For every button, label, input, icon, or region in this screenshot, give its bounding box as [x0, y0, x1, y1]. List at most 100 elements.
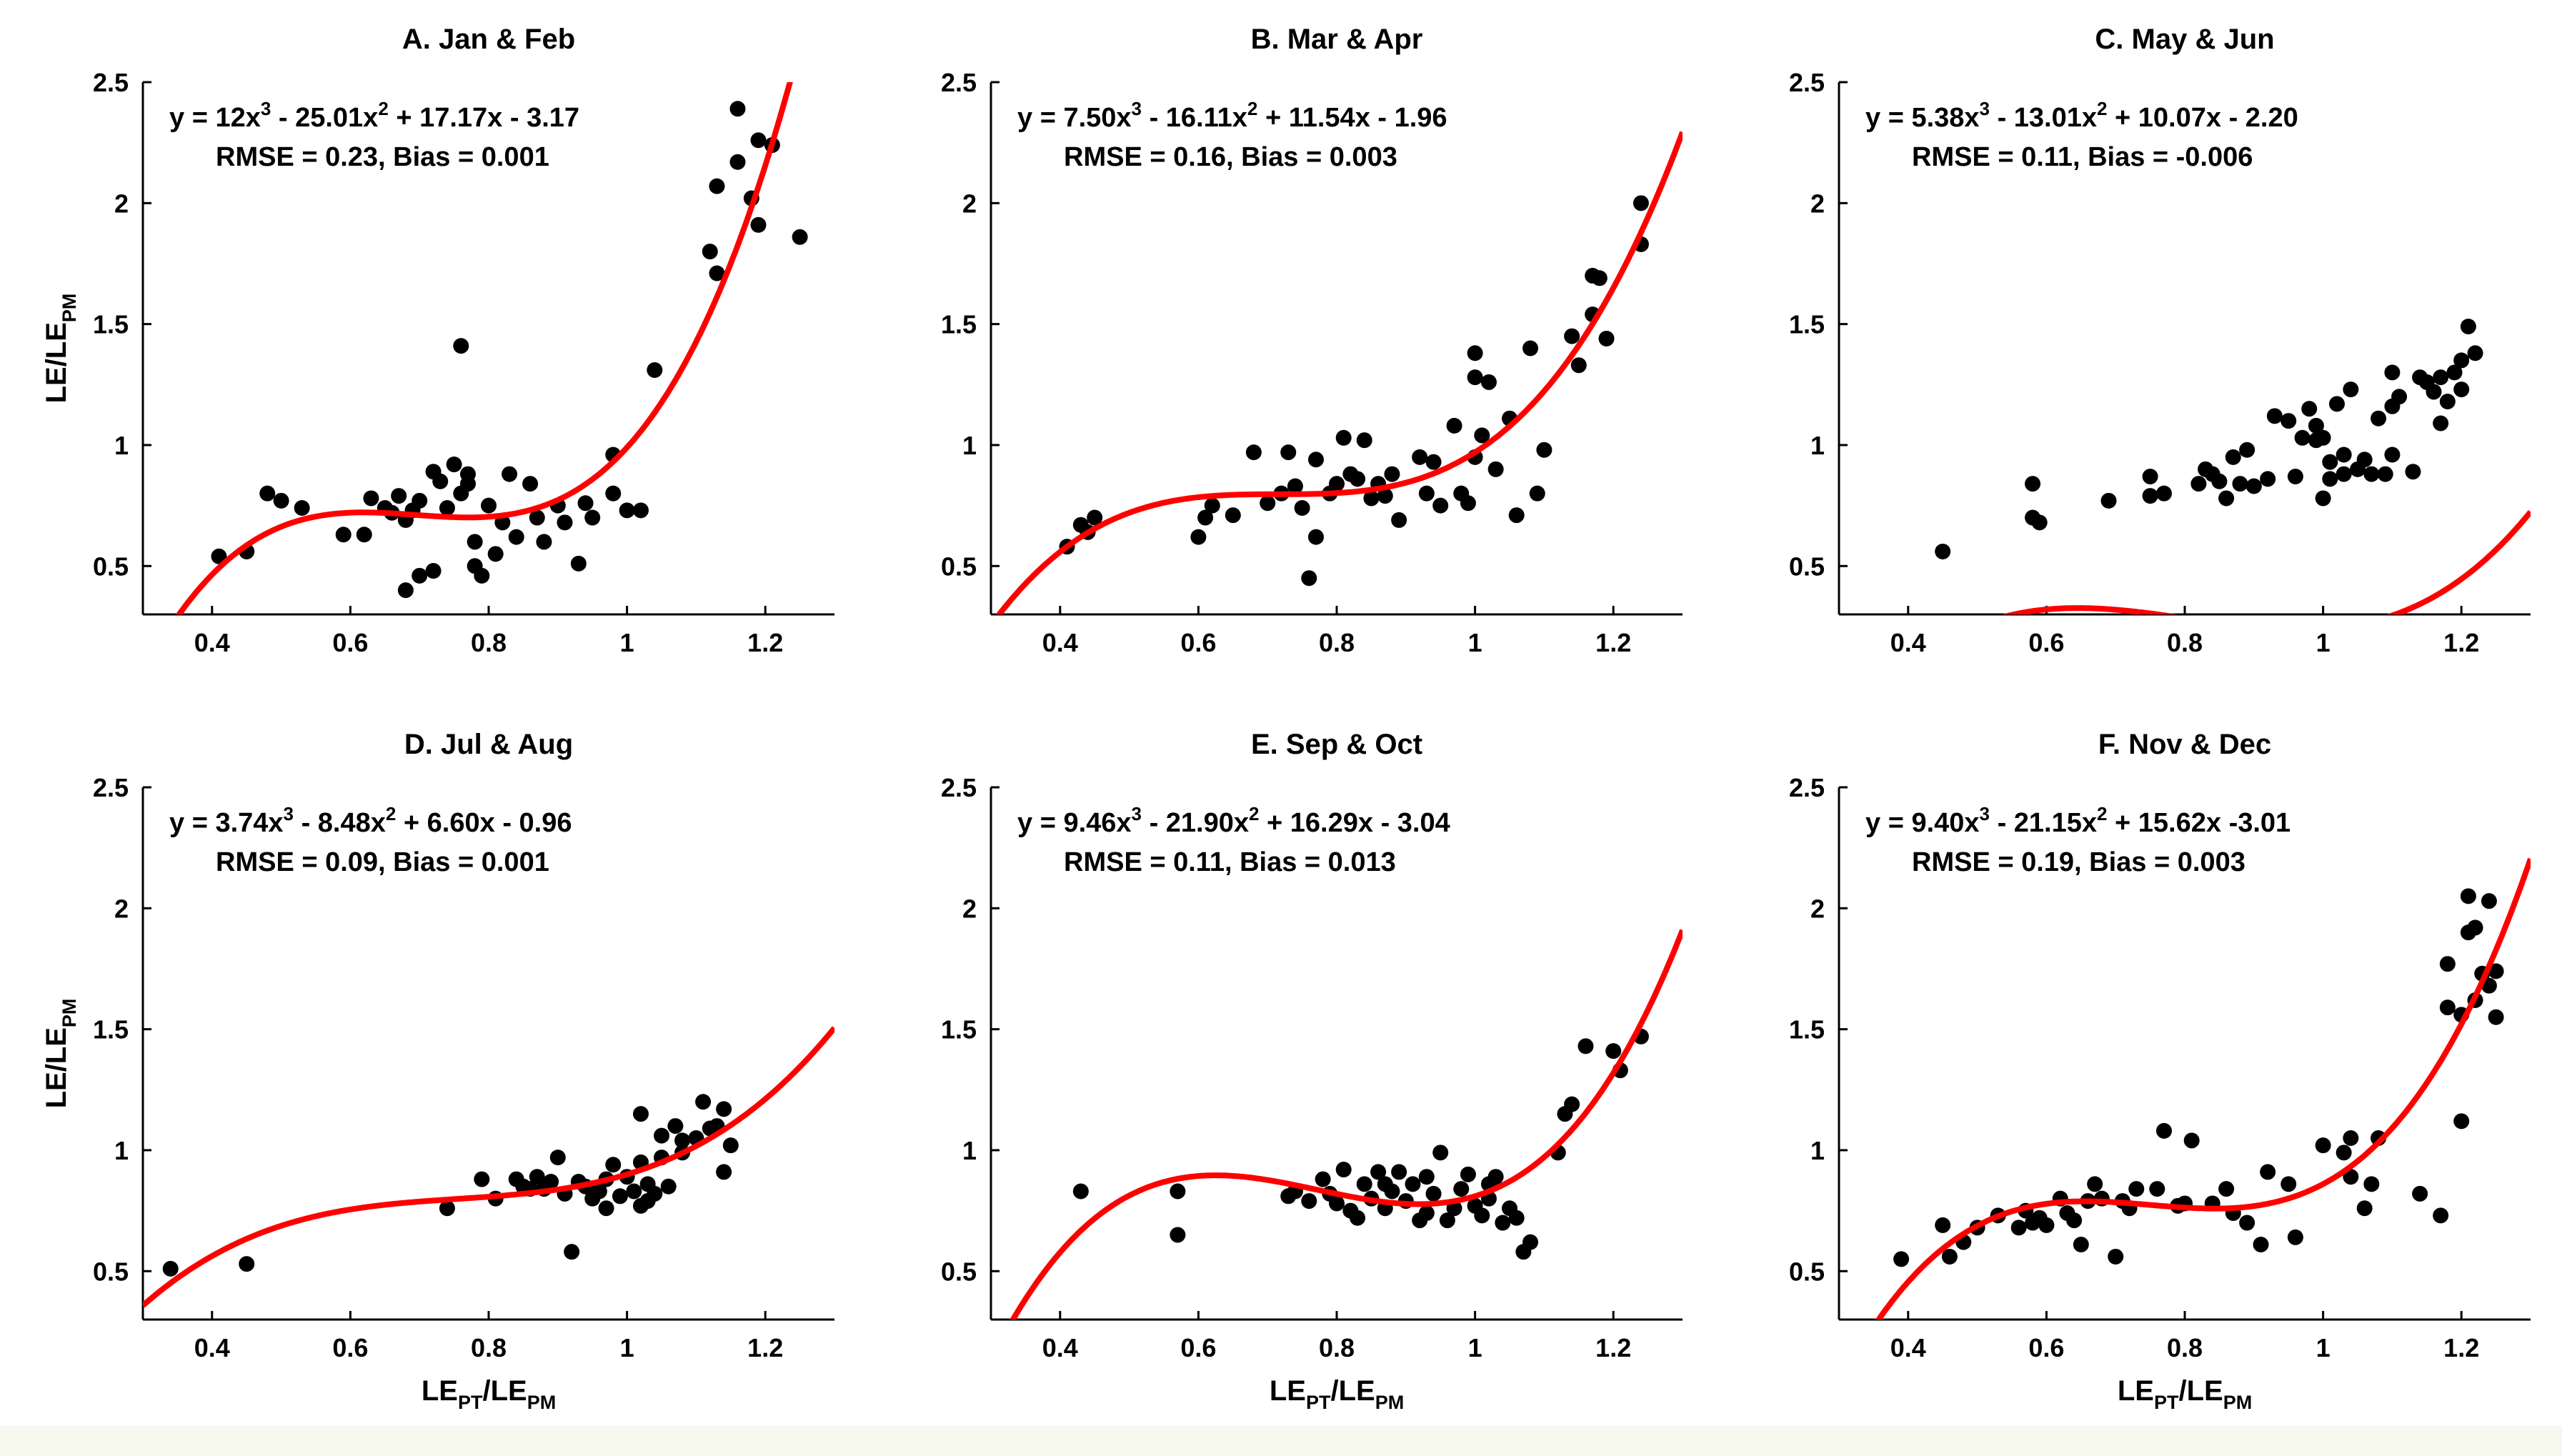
y-tick-label: 2.5 [1789, 773, 1825, 802]
y-tick-label: 1 [1810, 1136, 1825, 1165]
x-tick-label: 1.2 [1595, 628, 1631, 657]
data-point [239, 1256, 255, 1272]
data-point [570, 555, 587, 572]
eq-part: y = 5.38x [1865, 103, 1980, 133]
data-point [1453, 1181, 1470, 1197]
data-point [2356, 1200, 2373, 1217]
data-point [536, 534, 552, 550]
data-point [2211, 473, 2228, 489]
data-point [2239, 1215, 2256, 1231]
chart-title: D. Jul & Aug [404, 729, 573, 760]
data-point [335, 527, 352, 543]
x-label-subscript: PT [458, 1392, 483, 1413]
data-point [2025, 476, 2041, 492]
data-point [522, 476, 539, 492]
y-tick-label: 2 [962, 894, 977, 923]
x-tick-label: 0.4 [194, 628, 230, 657]
fit-equation: y = 5.38x3 - 13.01x2 + 10.07x - 2.20 [1865, 98, 2298, 133]
data-point [1474, 427, 1490, 444]
y-tick-label: 1 [114, 1136, 129, 1165]
y-tick-label: 0.5 [93, 1257, 129, 1286]
x-tick-label: 0.8 [471, 1333, 507, 1362]
x-label-main: LE [422, 1375, 458, 1407]
x-tick-label: 1.2 [747, 1333, 783, 1362]
x-label-subscript: PT [2154, 1392, 2179, 1413]
data-point [1467, 369, 1483, 386]
data-point [1370, 1164, 1387, 1180]
data-point [647, 1185, 663, 1202]
eq-exponent: 2 [2097, 98, 2107, 119]
fit-stats: RMSE = 0.23, Bias = 0.001 [216, 142, 549, 172]
data-point [1301, 1193, 1317, 1210]
chart-panel: 0.4 0.6 0.8 1 1.2 0.5 1 1.5 2 2.5 E. Sep & Oct y = … [941, 729, 1683, 1413]
eq-part: y = 7.50x [1017, 103, 1132, 133]
data-point [2100, 492, 2117, 509]
eq-exponent: 2 [386, 803, 396, 824]
chart-title: E. Sep & Oct [1251, 729, 1422, 760]
data-point [2155, 1122, 2172, 1139]
data-point [2281, 413, 2297, 429]
data-point [716, 1164, 732, 1180]
data-point [2266, 408, 2283, 424]
x-tick-label: 0.8 [1319, 628, 1355, 657]
data-point [2453, 352, 2470, 369]
data-point [1564, 328, 1580, 344]
data-point [709, 265, 725, 281]
eq-part: y = 9.40x [1865, 808, 1980, 838]
x-axis-label: LEPT/LEPM [422, 1375, 556, 1413]
data-point [1480, 374, 1497, 390]
data-point [2391, 389, 2408, 405]
x-tick-label: 0.4 [1890, 1333, 1926, 1362]
data-point [1204, 497, 1220, 514]
data-point [1260, 495, 1276, 512]
data-point [577, 495, 594, 512]
eq-part: y = 12x [169, 103, 261, 133]
data-point [412, 492, 428, 509]
data-point [397, 582, 414, 599]
data-point [432, 473, 449, 489]
eq-exponent: 3 [284, 803, 294, 824]
x-tick-label: 1 [620, 628, 634, 657]
y-tick-label: 2 [1810, 189, 1825, 218]
x-label-main: /LE [2178, 1375, 2223, 1407]
data-point [1508, 507, 1525, 524]
data-point [1335, 429, 1352, 446]
data-point [654, 1127, 669, 1144]
data-point [1474, 1207, 1490, 1224]
eq-part: - 25.01x [271, 103, 378, 133]
data-point [598, 1200, 614, 1217]
data-point [750, 132, 767, 149]
data-point [2453, 382, 2470, 398]
data-point [2308, 417, 2324, 434]
data-point [695, 1094, 712, 1110]
data-point [2183, 1132, 2200, 1149]
y-label-main: LE/LE [41, 1027, 72, 1108]
y-tick-label: 2.5 [1789, 68, 1825, 97]
chart-panel: 0.4 0.6 0.8 1 1.2 0.5 1 1.5 2 2.5 B. Mar & Apr y = … [941, 24, 1683, 657]
eq-part: - 21.15x [1990, 808, 2097, 838]
data-point [2010, 1220, 2027, 1236]
y-tick-label: 1 [1810, 431, 1825, 460]
data-point [1391, 1164, 1407, 1180]
data-point [2363, 1176, 2380, 1192]
data-point [1425, 454, 1442, 470]
data-point [750, 216, 767, 233]
data-point [632, 502, 649, 519]
x-tick-label: 0.6 [332, 1333, 368, 1362]
data-point [2149, 1181, 2165, 1197]
data-point [1941, 1248, 1958, 1265]
data-point [549, 1150, 566, 1166]
bottom-strip [0, 1426, 2562, 1456]
data-point [2460, 888, 2476, 904]
eq-exponent: 2 [1249, 803, 1259, 824]
data-point [2336, 447, 2352, 463]
data-point [1350, 471, 1366, 487]
y-tick-label: 2 [114, 189, 129, 218]
x-label-subscript: PM [2223, 1392, 2253, 1413]
data-point [667, 1118, 684, 1135]
x-label-main: LE [2118, 1375, 2154, 1407]
data-point [467, 534, 483, 550]
data-point [2232, 476, 2248, 492]
chart-panel: 0.4 0.6 0.8 1 1.2 0.5 1 1.5 2 2.5 D. Jul & Aug y = … [41, 729, 834, 1413]
x-tick-label: 0.8 [2167, 1333, 2203, 1362]
